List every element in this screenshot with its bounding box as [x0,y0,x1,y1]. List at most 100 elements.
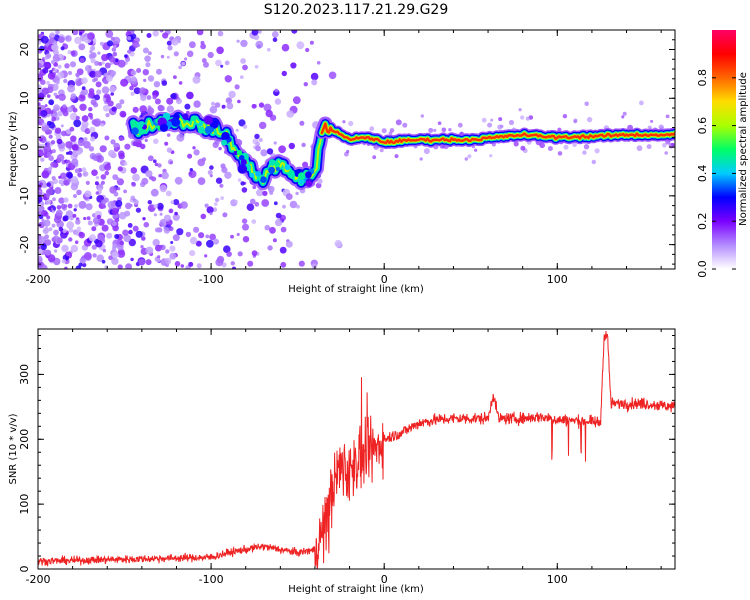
spectrogram-cell [90,136,96,142]
spectrogram-cell [99,145,107,153]
spectrogram-cell [662,143,667,148]
spectrogram-cell [75,219,81,225]
snr-frame [37,328,676,570]
spectrogram-cell [46,215,51,220]
spectrogram-cell [132,173,140,182]
spectrogram-cell [64,266,68,269]
spectrogram-cell [242,236,250,243]
spectrogram-cell [178,65,182,70]
spectrogram-cell [131,182,137,187]
spectrogram-cell [78,232,86,239]
spectrogram-cell [150,188,159,197]
spectrogram-cell [46,182,51,187]
spectrogram-cell [136,68,142,73]
spectrogram-cell [255,171,262,177]
spectrogram-cell [166,133,171,137]
spectrogram-cell [49,32,56,38]
spectrogram-cell [255,141,260,147]
spectrogram-cell [292,96,301,105]
spectrogram-cell [54,127,62,134]
spectrogram-ridge [125,109,675,191]
spectrogram-cell [59,172,67,180]
spectrogram-cell [198,30,203,34]
spectrogram-cell [105,30,114,38]
spectrogram-cell [130,70,137,76]
spectrogram-cell [133,199,139,205]
spectrogram-cell [106,40,114,47]
spectrogram-cell [113,191,119,197]
spectrogram-cell [62,104,67,109]
spectrogram-cell [63,197,69,203]
spectrogram-cell [275,166,280,171]
spectrogram-cell [88,146,95,152]
spectrogram-cell [174,176,183,185]
spectrogram-cell [423,148,430,155]
spectrogram-cell [282,204,286,209]
spectrogram-cell [64,63,70,69]
spectrogram-cell [156,68,162,75]
spectrogram-cell [214,197,220,203]
spectrogram-cell [71,144,79,151]
spectrogram-cell [154,98,161,105]
spectrogram-cell [69,126,75,132]
spectrogram-cell [159,123,168,132]
spectrogram-cell [90,45,96,51]
spectrogram-cell [490,118,494,122]
spectrogram-frame [37,29,676,270]
spectrogram-cell [289,200,298,209]
spectrogram-cell [255,40,264,49]
spectrogram-cell [62,110,69,117]
spectrogram-cell [111,251,119,259]
spectrogram-cell [130,91,135,96]
spectrogram-cell [583,144,590,150]
spectrogram-cell [172,213,180,221]
spectrogram-cell [260,149,268,157]
spectrogram-cell [572,142,577,147]
spectrogram-cell [236,150,243,156]
spectrogram-cell [254,64,259,69]
spectrogram-cell [290,62,297,69]
spectrogram-cell [271,31,279,38]
y-tick-label: 200 [18,429,31,450]
spectrogram-cell [95,240,103,248]
spectrogram-cell [164,141,169,146]
spectrogram-cell [247,260,254,267]
spectrogram-cell [250,198,256,205]
spectrogram-cell [62,228,67,234]
spectrogram-cell [219,183,224,188]
spectrogram-cell [274,98,282,105]
spectrogram-y-ticks: -20 -10 0 10 20 [18,29,675,265]
spectrogram-cell [81,77,88,84]
spectrogram-cell [316,61,321,65]
spectrogram-cell [226,251,232,257]
spectrogram-cell [188,261,194,267]
spectrogram-cell [240,39,248,48]
spectrogram-cell [145,62,151,68]
spectrogram-cell [152,30,159,37]
spectrogram-cell [92,253,97,258]
spectrogram-cell [197,126,205,134]
spectrogram-cell [193,100,201,108]
spectrogram-cell [110,36,115,41]
spectrogram-scatter [38,30,675,269]
spectrogram-cell [622,111,627,116]
spectrogram-cell [262,190,268,197]
x-tick-label: -100 [199,573,224,586]
spectrogram-cell [125,263,132,269]
spectrogram-cell [189,250,196,257]
spectrogram-cell [650,119,654,123]
spectrogram-cell [45,198,51,205]
spectrogram-cell [46,120,52,126]
spectrogram-cell [153,81,161,88]
spectrogram-cell [215,177,223,184]
spectrogram-cell [58,226,64,232]
spectrogram-cell [298,260,305,267]
spectrogram-cell [168,208,173,214]
spectrogram-cell [224,75,232,83]
spectrogram-cell [240,159,247,166]
spectrogram-cell [274,218,283,227]
spectrogram-cell [163,214,171,222]
spectrogram-cell [464,157,468,161]
spectrogram-cell [40,35,49,44]
spectrogram-cell [269,226,276,234]
